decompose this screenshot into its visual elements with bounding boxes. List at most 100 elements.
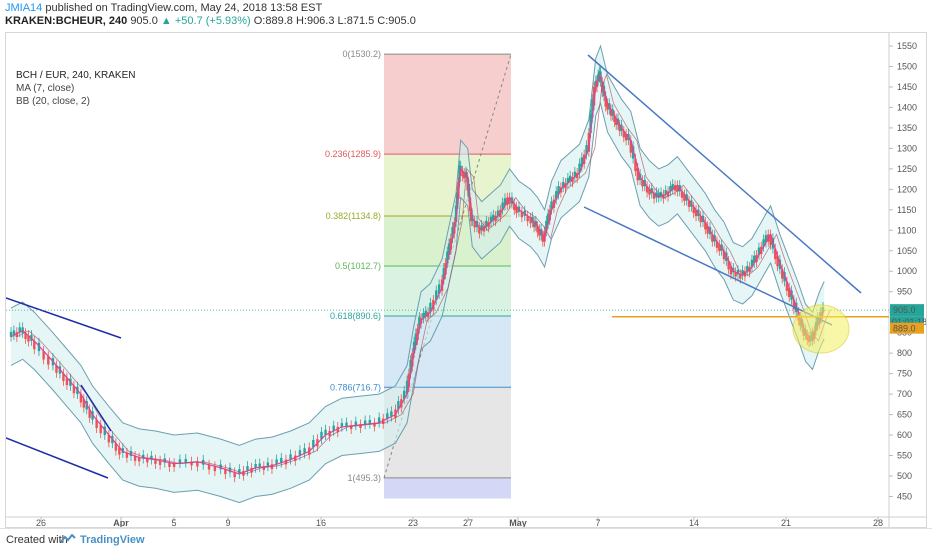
channel-line-lower-right[interactable]: [583, 206, 833, 326]
candle-body: [320, 431, 323, 440]
candle-body: [33, 340, 36, 350]
price-chart[interactable]: 0(1530.2) 0.236(1285.9) 0.382(1134.8) 0.5(1…: [6, 33, 926, 527]
candle-body: [536, 226, 539, 233]
time-tick-label: May: [509, 518, 527, 527]
price-tick-label: 1050: [897, 246, 917, 256]
candle-body: [473, 221, 476, 228]
candle-body: [508, 197, 511, 204]
candle-body: [207, 464, 211, 470]
candle-body: [762, 239, 765, 247]
candle-body: [485, 220, 488, 227]
candle-body: [82, 399, 86, 408]
candle-body: [739, 274, 742, 279]
candle-body: [746, 265, 749, 272]
candle-body: [618, 124, 621, 132]
channel-line-upper-right[interactable]: [587, 54, 862, 294]
time-tick-label: 5: [171, 518, 176, 527]
price-tick-label: 950: [897, 287, 912, 297]
candle-body: [454, 205, 458, 223]
candle-body: [652, 193, 656, 199]
candle-body: [446, 251, 449, 264]
price-tick-label: 1000: [897, 266, 917, 276]
trend-segment-left[interactable]: [80, 384, 112, 432]
candle-body: [390, 411, 393, 417]
candle-body: [284, 459, 288, 465]
candle-body: [624, 134, 628, 141]
channel-line-lower-left[interactable]: [6, 437, 109, 479]
candle-body: [680, 191, 684, 198]
candle-body: [250, 467, 253, 473]
candle-body: [529, 218, 532, 224]
candle-body: [146, 458, 149, 463]
candle-body: [648, 189, 651, 195]
candle-body: [750, 259, 754, 268]
price-tick-label: 1500: [897, 61, 917, 71]
candle-body: [566, 177, 570, 184]
fib-level-label: 0.236(1285.9): [325, 149, 381, 159]
candle-body: [503, 198, 507, 206]
candle-body: [168, 462, 171, 467]
candle-body: [641, 180, 644, 187]
chart-legend: BCH / EUR, 240, KRAKEN MA (7, close) BB …: [16, 69, 135, 108]
candle-body: [233, 472, 236, 478]
candle-body: [266, 462, 270, 467]
time-tick-label: Apr: [113, 518, 129, 527]
candle-body: [636, 167, 639, 181]
candle-body: [424, 310, 427, 317]
candle-body: [629, 140, 632, 153]
candle-body: [24, 333, 27, 340]
fib-zone: [384, 477, 511, 499]
candle-body: [429, 302, 432, 313]
last-price-label: 905.0: [893, 305, 916, 315]
candle-body: [604, 96, 607, 107]
candle-body: [585, 145, 588, 155]
fib-level-label: 1(495.3): [347, 473, 381, 483]
author-link[interactable]: JMIA14: [5, 2, 43, 14]
tradingview-brand[interactable]: TradingView: [80, 534, 145, 546]
symbol-line: KRAKEN:BCHEUR, 240 905.0 ▲ +50.7 (+5.93%…: [5, 15, 416, 27]
symbol-name[interactable]: KRAKEN:BCHEUR, 240: [5, 15, 128, 27]
candle-body: [55, 365, 58, 373]
bb-basis-line: [16, 73, 831, 475]
candle-body: [676, 185, 679, 192]
candle-body: [409, 360, 412, 374]
candle-body: [47, 356, 50, 365]
candle-body: [520, 211, 524, 218]
candle-body: [184, 458, 187, 463]
fib-level-label: 0.382(1134.8): [326, 211, 381, 221]
highlight-ellipse[interactable]: [792, 304, 850, 354]
candle-body: [397, 401, 400, 410]
candle-body: [468, 197, 472, 212]
candle-body: [687, 200, 691, 207]
candle-body: [451, 227, 454, 239]
candle-body: [578, 163, 581, 173]
candle-body: [349, 425, 353, 430]
candle-body: [532, 222, 536, 228]
created-with-text: Created with: [6, 534, 68, 546]
candle-body: [496, 210, 500, 216]
candle-body: [715, 241, 719, 248]
countdown-label: 01:01:18: [892, 317, 926, 327]
candle-body: [422, 313, 425, 319]
candle-body: [550, 201, 553, 210]
price-tick-label: 1450: [897, 82, 917, 92]
candle-body: [569, 175, 572, 182]
candle-body: [781, 269, 784, 279]
candle-body: [27, 335, 30, 342]
legend-bb[interactable]: BB (20, close, 2): [16, 96, 90, 107]
legend-ma[interactable]: MA (7, close): [16, 83, 75, 94]
channel-line-upper-left[interactable]: [6, 297, 122, 339]
candle-body: [546, 213, 550, 225]
candle-body: [275, 459, 278, 465]
candle-body: [478, 227, 481, 234]
candle-body: [172, 463, 176, 467]
candle-body: [154, 459, 157, 464]
candle-body: [224, 469, 227, 475]
candle-body: [699, 215, 702, 223]
candle-body: [414, 333, 418, 345]
fib-level-label: 0.786(716.7): [330, 382, 381, 392]
candle-body: [345, 422, 348, 427]
chart-pane[interactable]: 0(1530.2) 0.236(1285.9) 0.382(1134.8) 0.5(1…: [5, 32, 927, 528]
time-tick-label: 23: [408, 518, 418, 527]
candle-body: [587, 133, 591, 152]
